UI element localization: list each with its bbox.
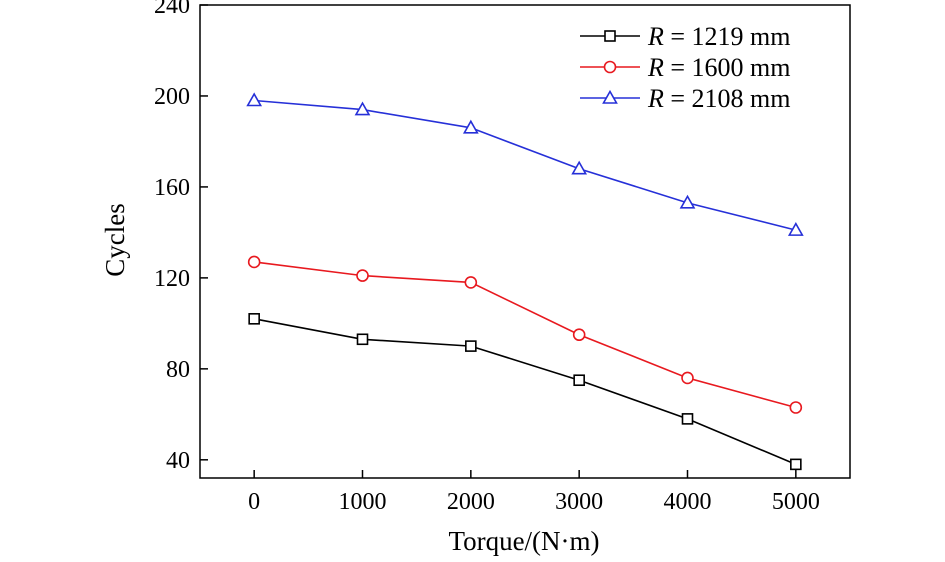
x-tick-label: 1000	[339, 489, 387, 515]
data-point	[356, 333, 369, 346]
data-point	[679, 194, 696, 209]
legend-label-variable: R	[647, 22, 664, 51]
legend-label-variable: R	[647, 53, 664, 82]
y-tick-label: 120	[154, 266, 190, 292]
legend-label-variable: R	[647, 84, 664, 113]
legend-item: R = 2108 mm	[580, 84, 791, 113]
x-tick-label: 3000	[555, 489, 603, 515]
data-point	[681, 371, 694, 385]
data-point	[572, 328, 586, 342]
legend-label-value: = 1600 mm	[664, 53, 791, 82]
data-point	[573, 374, 585, 387]
x-axis-title: Torque/(N·m)	[448, 526, 599, 556]
data-point	[465, 340, 477, 352]
data-point	[247, 255, 261, 269]
legend-item: R = 1600 mm	[580, 53, 791, 82]
plot-frame	[199, 4, 851, 479]
x-tick-label: 2000	[447, 489, 495, 515]
data-point	[789, 401, 803, 414]
series-1	[248, 313, 802, 471]
y-tick-label: 40	[166, 448, 190, 474]
legend-label: R = 1600 mm	[647, 53, 791, 82]
x-tick-label: 0	[248, 489, 260, 515]
data-point	[356, 269, 369, 282]
legend: R = 1219 mmR = 1600 mmR = 2108 mm	[580, 22, 791, 113]
series-line	[254, 261, 797, 409]
legend-label: R = 2108 mm	[647, 84, 791, 113]
x-tick-label: 5000	[772, 489, 820, 515]
x-tick-label: 4000	[664, 489, 712, 515]
data-point	[246, 92, 263, 107]
data-point	[354, 101, 371, 116]
series-line	[254, 318, 797, 466]
data-point	[681, 413, 694, 425]
y-tick-label: 240	[154, 0, 190, 19]
legend-marker	[603, 60, 617, 74]
series-2	[247, 255, 803, 414]
legend-marker	[602, 89, 618, 104]
legend-item: R = 1219 mm	[580, 22, 791, 51]
series-3	[246, 92, 804, 236]
y-axis-title: Cycles	[100, 203, 130, 277]
y-tick-label: 160	[154, 175, 190, 201]
data-point	[790, 458, 802, 471]
data-point	[464, 276, 478, 289]
data-point	[787, 222, 804, 236]
y-tick-label: 80	[166, 357, 190, 383]
data-point	[571, 160, 588, 175]
legend-label: R = 1219 mm	[647, 22, 791, 51]
y-tick-label: 200	[154, 84, 190, 110]
series-line	[254, 99, 797, 231]
legend-label-value: = 2108 mm	[664, 84, 791, 113]
data-point	[462, 119, 479, 134]
legend-marker	[604, 30, 616, 42]
legend-label-value: = 1219 mm	[664, 22, 791, 51]
data-point	[248, 313, 260, 325]
